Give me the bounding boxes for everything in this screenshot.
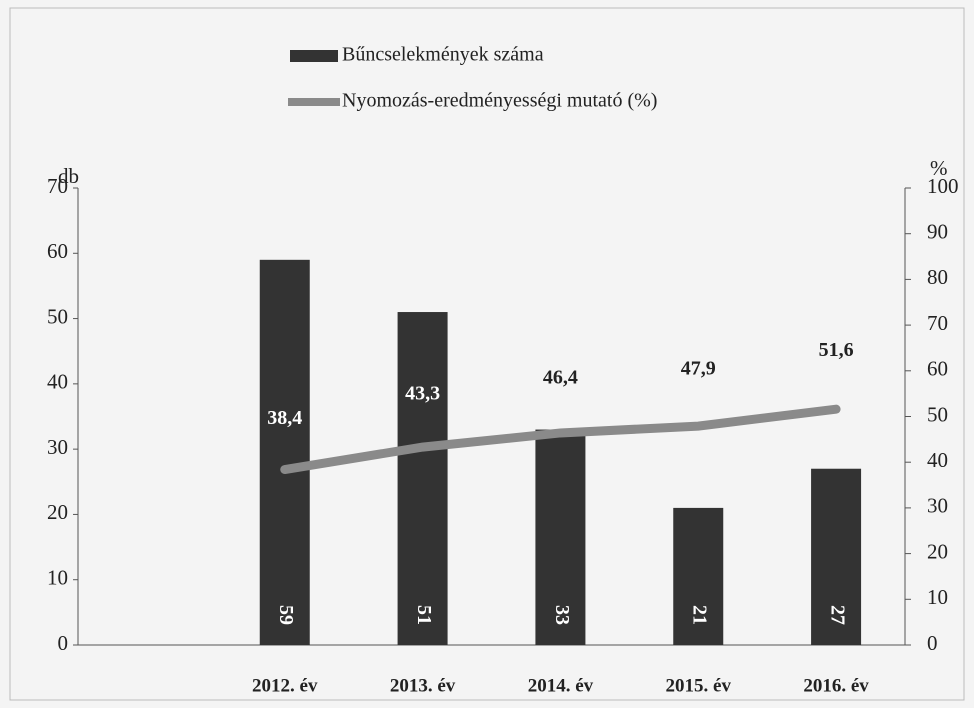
bar	[811, 468, 862, 645]
y-tick-label: 20	[47, 500, 68, 524]
line-value-label: 46,4	[543, 367, 578, 389]
y2-tick-label: 100	[927, 174, 959, 198]
y-tick-label: 30	[47, 435, 68, 459]
bar	[259, 259, 310, 645]
y2-tick-label: 40	[927, 448, 948, 472]
y-tick-label: 60	[47, 239, 68, 263]
y-tick-label: 70	[47, 174, 68, 198]
y-tick-label: 0	[58, 631, 69, 655]
x-tick-label: 2013. év	[390, 675, 456, 696]
y2-tick-label: 10	[927, 585, 948, 609]
line-value-label: 47,9	[681, 358, 716, 380]
x-tick-label: 2016. év	[803, 675, 869, 696]
x-tick-label: 2014. év	[528, 675, 594, 696]
bar-value-label: 27	[826, 605, 848, 625]
y2-tick-label: 20	[927, 539, 948, 563]
line	[280, 404, 841, 475]
y-tick-label: 40	[47, 370, 68, 394]
y-axis-label: db	[58, 164, 79, 188]
y2-tick-label: 60	[927, 357, 948, 381]
legend-label: Bűncselekmények száma	[342, 44, 544, 66]
line-value-label: 38,4	[267, 407, 302, 429]
y2-tick-label: 70	[927, 311, 948, 335]
y2-tick-label: 90	[927, 220, 948, 244]
bar	[397, 312, 448, 645]
x-tick-label: 2012. év	[252, 675, 318, 696]
frame	[9, 7, 965, 701]
y2-axis-label: %	[930, 156, 948, 180]
bar-value-label: 59	[275, 605, 297, 625]
y2-tick-label: 50	[927, 402, 948, 426]
y2-tick-label: 30	[927, 494, 948, 518]
line-value-label: 43,3	[405, 383, 440, 405]
legend-label: Nyomozás-eredményességi mutató (%)	[342, 90, 657, 112]
bar-value-label: 51	[413, 605, 435, 625]
line-value-label: 51,6	[819, 339, 854, 361]
bar-value-label: 21	[689, 605, 711, 625]
legend-swatch	[290, 50, 338, 62]
y2-tick-label: 0	[927, 631, 938, 655]
y2-tick-label: 80	[927, 265, 948, 289]
bar-value-label: 33	[551, 605, 573, 625]
y-tick-label: 50	[47, 304, 68, 328]
x-tick-label: 2015. év	[666, 675, 732, 696]
y-tick-label: 10	[47, 566, 68, 590]
bar	[673, 507, 724, 645]
bar	[535, 429, 586, 645]
